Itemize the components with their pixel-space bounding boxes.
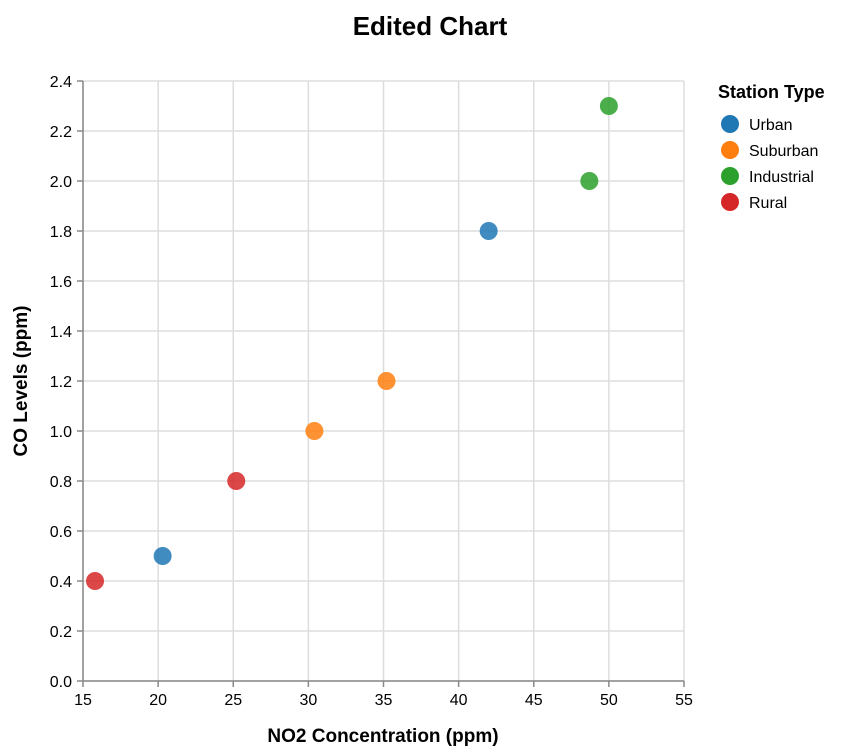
y-tick-label: 2.2 bbox=[50, 124, 72, 141]
y-tick-label: 0.6 bbox=[50, 524, 72, 541]
legend-label-suburban: Suburban bbox=[749, 143, 818, 160]
y-tick-label: 2.4 bbox=[50, 74, 72, 91]
legend-label-urban: Urban bbox=[749, 117, 793, 134]
legend-swatch-urban bbox=[721, 115, 739, 133]
y-tick-label: 1.2 bbox=[50, 374, 72, 391]
chart-title: Edited Chart bbox=[353, 11, 508, 41]
legend-title: Station Type bbox=[718, 82, 825, 102]
y-tick-label: 1.0 bbox=[50, 424, 72, 441]
legend-swatch-industrial bbox=[721, 167, 739, 185]
legend-label-rural: Rural bbox=[749, 195, 787, 212]
y-tick-label: 2.0 bbox=[50, 174, 72, 191]
x-axis-title: NO2 Concentration (ppm) bbox=[267, 726, 498, 747]
y-tick-label: 1.4 bbox=[50, 324, 72, 341]
x-tick-label: 40 bbox=[450, 692, 468, 709]
legend: Station Type Urban Suburban Industrial Rura… bbox=[718, 82, 825, 212]
x-tick-label: 35 bbox=[375, 692, 393, 709]
data-point-suburban bbox=[377, 372, 396, 390]
data-point-industrial bbox=[580, 172, 599, 190]
legend-label-industrial: Industrial bbox=[749, 169, 814, 186]
legend-swatch-suburban bbox=[721, 141, 739, 159]
grid bbox=[82, 80, 685, 682]
axes: 15 20 25 30 35 40 45 50 55 0.0 0.2 0.4 0.6 0.8 1.0 1.2 1… bbox=[50, 74, 693, 709]
x-tick-label: 25 bbox=[224, 692, 242, 709]
x-tick-label: 20 bbox=[149, 692, 167, 709]
y-tick-label: 0.4 bbox=[50, 574, 72, 591]
x-tick-label: 50 bbox=[600, 692, 618, 709]
x-tick-label: 45 bbox=[525, 692, 543, 709]
data-points bbox=[86, 97, 618, 590]
data-point-rural bbox=[86, 572, 105, 590]
y-axis-title: CO Levels (ppm) bbox=[11, 306, 32, 457]
data-point-rural bbox=[227, 472, 246, 490]
data-point-urban bbox=[479, 222, 498, 240]
y-tick-label: 1.6 bbox=[50, 274, 72, 291]
x-tick-label: 30 bbox=[299, 692, 317, 709]
data-point-urban bbox=[153, 547, 172, 565]
y-tick-label: 0.8 bbox=[50, 474, 72, 491]
data-point-suburban bbox=[305, 422, 324, 440]
y-tick-label: 0.2 bbox=[50, 624, 72, 641]
x-tick-label: 55 bbox=[675, 692, 693, 709]
legend-swatch-rural bbox=[721, 193, 739, 211]
y-tick-label: 1.8 bbox=[50, 224, 72, 241]
x-tick-label: 15 bbox=[74, 692, 92, 709]
data-point-industrial bbox=[599, 97, 618, 115]
y-tick-label: 0.0 bbox=[50, 674, 72, 691]
